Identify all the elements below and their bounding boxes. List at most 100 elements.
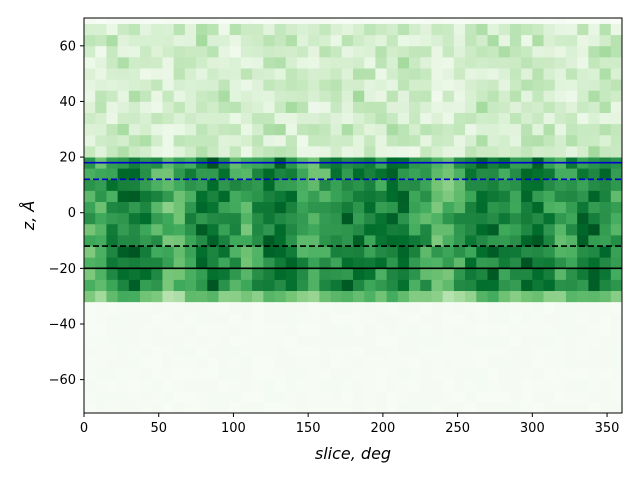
heatmap-cell: [610, 279, 623, 292]
heatmap-cell: [487, 34, 500, 47]
heatmap-cell: [117, 379, 130, 392]
heatmap-cell: [532, 179, 544, 191]
heatmap-cell: [476, 301, 488, 314]
heatmap-cell: [521, 223, 533, 236]
heatmap-cell: [476, 68, 488, 80]
heatmap-cell: [274, 90, 287, 102]
heatmap-cell: [498, 34, 511, 47]
heatmap-cell: [521, 390, 533, 403]
heatmap-cell: [554, 112, 567, 125]
heatmap-cell: [476, 190, 488, 202]
heatmap-cell: [106, 134, 119, 147]
heatmap-cell: [409, 323, 421, 336]
heatmap-cell: [431, 201, 444, 214]
heatmap-cell: [397, 335, 410, 347]
heatmap-cell: [196, 223, 208, 236]
heatmap-cell: [543, 268, 556, 280]
heatmap-cell: [95, 34, 107, 47]
heatmap-cell: [308, 301, 320, 314]
heatmap-cell: [386, 23, 399, 36]
heatmap-cell: [554, 323, 567, 336]
heatmap-cell: [341, 401, 354, 414]
heatmap-cell: [84, 301, 96, 314]
heatmap-cell: [184, 223, 197, 236]
heatmap-cell: [386, 79, 399, 91]
heatmap-cell: [173, 357, 186, 369]
heatmap-cell: [442, 357, 455, 369]
heatmap-cell: [252, 68, 264, 80]
heatmap-cell: [341, 123, 354, 136]
heatmap-cell: [162, 90, 175, 102]
heatmap-cell: [610, 301, 623, 314]
heatmap-cell: [196, 56, 208, 69]
heatmap-cell: [610, 290, 623, 303]
heatmap-cell: [84, 101, 96, 113]
heatmap-cell: [543, 301, 556, 314]
heatmap-cell: [207, 379, 219, 392]
heatmap-cell: [218, 79, 231, 91]
heatmap-cell: [84, 179, 96, 191]
heatmap-cell: [397, 190, 410, 202]
heatmap-cell: [364, 346, 376, 358]
heatmap-cell: [128, 18, 141, 24]
heatmap-cell: [375, 279, 388, 292]
heatmap-cell: [599, 212, 612, 225]
heatmap-cell: [140, 18, 152, 24]
heatmap-cell: [296, 279, 309, 292]
heatmap-cell: [296, 34, 309, 47]
heatmap-cell: [375, 179, 388, 191]
heatmap-cell: [117, 201, 130, 214]
heatmap-cell: [487, 290, 500, 303]
heatmap-cell: [453, 145, 466, 158]
heatmap-cell: [319, 246, 331, 258]
heatmap-cell: [409, 301, 421, 314]
heatmap-cell: [543, 179, 556, 191]
heatmap-cell: [532, 246, 544, 258]
heatmap-cell: [207, 390, 219, 403]
heatmap-cell: [487, 168, 500, 180]
heatmap-cell: [420, 45, 432, 58]
heatmap-cell: [162, 335, 175, 347]
heatmap-cell: [599, 379, 612, 392]
heatmap-cell: [420, 23, 432, 36]
heatmap-cell: [543, 346, 556, 358]
heatmap-cell: [532, 357, 544, 369]
heatmap-cell: [128, 268, 141, 280]
heatmap-cell: [240, 68, 253, 80]
heatmap-cell: [353, 379, 365, 392]
heatmap-cell: [353, 179, 365, 191]
heatmap-cell: [521, 101, 533, 113]
heatmap-cell: [442, 23, 455, 36]
heatmap-cell: [274, 34, 287, 47]
heatmap-cell: [263, 101, 275, 113]
heatmap-cell: [610, 18, 623, 24]
heatmap-cell: [364, 34, 376, 47]
heatmap-cell: [151, 234, 163, 247]
heatmap-cell: [274, 301, 287, 314]
heatmap-cell: [218, 168, 231, 180]
heatmap-cell: [353, 18, 365, 24]
heatmap-cell: [610, 45, 623, 58]
heatmap-cell: [588, 201, 600, 214]
heatmap-cell: [588, 379, 600, 392]
heatmap-cell: [588, 23, 600, 36]
heatmap-cell: [252, 234, 264, 247]
heatmap-cell: [532, 223, 544, 236]
heatmap-cell: [509, 234, 522, 247]
heatmap-cell: [341, 201, 354, 214]
heatmap-cell: [498, 18, 511, 24]
heatmap-cell: [84, 312, 96, 325]
heatmap-cell: [375, 201, 388, 214]
heatmap-cell: [610, 246, 623, 258]
heatmap-cell: [565, 56, 578, 69]
heatmap-cell: [218, 268, 231, 280]
heatmap-cell: [465, 90, 477, 102]
heatmap-cell: [409, 279, 421, 292]
heatmap-cell: [319, 168, 331, 180]
heatmap-cell: [375, 323, 388, 336]
heatmap-cell: [319, 101, 331, 113]
heatmap-cell: [341, 379, 354, 392]
heatmap-cell: [274, 68, 287, 80]
heatmap-cell: [285, 45, 298, 58]
heatmap-cell: [532, 346, 544, 358]
